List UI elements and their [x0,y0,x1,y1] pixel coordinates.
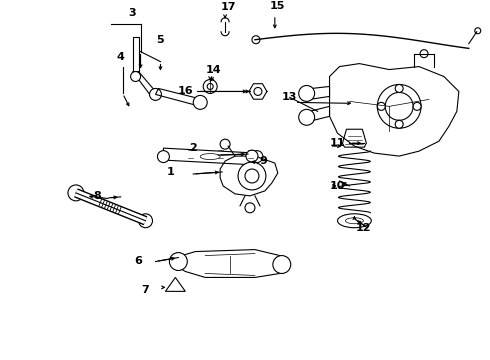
Circle shape [131,72,141,81]
Circle shape [251,150,263,163]
Circle shape [246,150,258,162]
Text: 13: 13 [282,93,297,102]
Circle shape [245,169,259,183]
Circle shape [252,36,260,44]
Text: 15: 15 [270,1,286,11]
Circle shape [203,80,217,94]
Circle shape [377,102,385,110]
Text: 6: 6 [135,256,143,266]
Circle shape [385,93,413,120]
Circle shape [420,50,428,58]
Text: 16: 16 [177,86,193,96]
Text: 2: 2 [190,143,197,153]
Circle shape [220,139,230,149]
Text: 3: 3 [129,8,136,18]
Text: 7: 7 [142,285,149,295]
Circle shape [413,102,421,110]
Text: 5: 5 [157,35,164,45]
Circle shape [395,85,403,93]
Circle shape [157,150,170,163]
Circle shape [245,203,255,213]
Ellipse shape [345,218,364,224]
Text: 8: 8 [93,191,100,201]
Circle shape [273,256,291,274]
Circle shape [238,162,266,190]
Circle shape [475,28,481,34]
Circle shape [377,85,421,128]
Circle shape [68,185,84,201]
Text: 12: 12 [356,223,371,233]
Text: 10: 10 [330,181,345,191]
Circle shape [395,120,403,128]
Text: 14: 14 [205,64,221,75]
Text: 11: 11 [330,138,345,148]
Ellipse shape [200,154,220,159]
Text: 4: 4 [117,51,124,62]
Circle shape [139,214,152,228]
Circle shape [254,87,262,95]
Text: 9: 9 [259,156,267,166]
Circle shape [207,84,213,89]
Circle shape [170,253,187,270]
Circle shape [149,89,161,100]
Text: 17: 17 [220,2,236,12]
Circle shape [193,95,207,109]
Circle shape [299,85,315,102]
Text: 1: 1 [167,167,174,177]
Ellipse shape [338,214,371,228]
Circle shape [299,109,315,125]
